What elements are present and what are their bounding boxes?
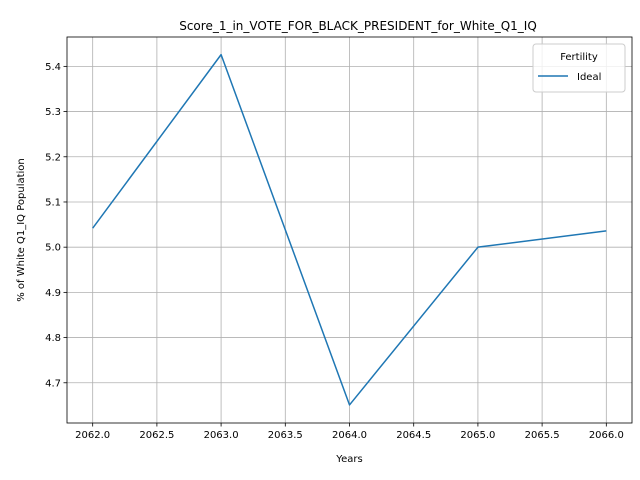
chart-title: Score_1_in_VOTE_FOR_BLACK_PRESIDENT_for_…	[179, 19, 537, 33]
x-tick-label: 2066.0	[589, 430, 624, 441]
series-layer	[92, 53, 607, 406]
legend-label-ideal: Ideal	[577, 72, 601, 83]
x-tick-label: 2063.0	[204, 430, 239, 441]
x-axis-ticks: 2062.0 2062.5 2063.0 2063.5 2064.0 2064.5 2065…	[75, 423, 624, 441]
legend: Fertility Ideal	[532, 43, 626, 93]
x-tick-label: 2065.0	[460, 430, 495, 441]
y-tick-label: 4.8	[45, 333, 61, 344]
x-tick-label: 2064.5	[396, 430, 431, 441]
y-tick-label: 5.1	[45, 197, 61, 208]
grid	[67, 37, 632, 423]
y-tick-label: 4.9	[45, 288, 61, 299]
y-tick-label: 5.4	[45, 62, 61, 73]
x-tick-label: 2065.5	[525, 430, 560, 441]
y-tick-label: 5.2	[45, 152, 61, 163]
y-tick-label: 5.0	[45, 243, 61, 254]
y-axis-ticks: 4.7 4.8 4.9 5.0 5.1 5.2 5.3 5.4	[45, 62, 67, 389]
y-axis-label: % of White Q1_IQ Population	[16, 158, 27, 302]
x-tick-label: 2062.5	[139, 430, 174, 441]
y-tick-label: 4.7	[45, 378, 61, 389]
y-tick-label: 5.3	[45, 107, 61, 118]
x-axis-label: Years	[335, 454, 362, 465]
legend-box	[532, 43, 626, 93]
legend-title: Fertility	[560, 52, 598, 63]
x-tick-label: 2062.0	[75, 430, 110, 441]
x-tick-label: 2064.0	[332, 430, 367, 441]
x-tick-label: 2063.5	[268, 430, 303, 441]
